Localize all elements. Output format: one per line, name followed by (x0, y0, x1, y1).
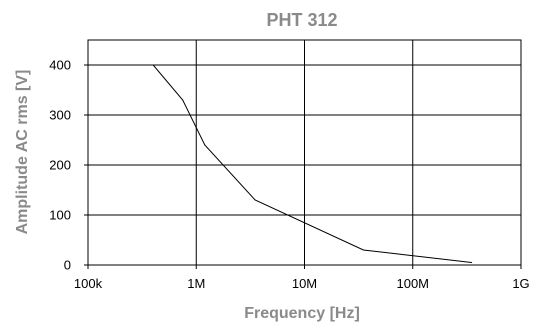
series-layer (87, 64, 473, 263)
x-tick-label: 100k (74, 276, 103, 291)
data-point (471, 262, 473, 263)
data-point (182, 99, 184, 101)
gridlines (87, 40, 522, 266)
x-tick-label: 1M (187, 276, 205, 291)
data-point (204, 144, 206, 146)
chart-title: PHT 312 (266, 10, 337, 30)
y-axis-label: Amplitude AC rms [V] (14, 70, 31, 235)
data-point (152, 64, 154, 66)
data-point (87, 64, 89, 66)
x-axis-label: Frequency [Hz] (244, 305, 360, 322)
x-tick-label: 1G (512, 276, 529, 291)
series-line (88, 64, 472, 263)
y-tick-label: 0 (64, 258, 71, 273)
y-tick-label: 200 (49, 158, 71, 173)
y-tick-label: 400 (49, 58, 71, 73)
data-point (254, 199, 256, 201)
x-tick-label: 10M (292, 276, 317, 291)
data-point (362, 249, 364, 251)
y-tick-label: 300 (49, 108, 71, 123)
y-tick-label: 100 (49, 208, 71, 223)
axis-ticks: 100k 1M 10M 100M 1G 0 100 200 300 400 (49, 58, 529, 292)
x-tick-label: 100M (396, 276, 429, 291)
